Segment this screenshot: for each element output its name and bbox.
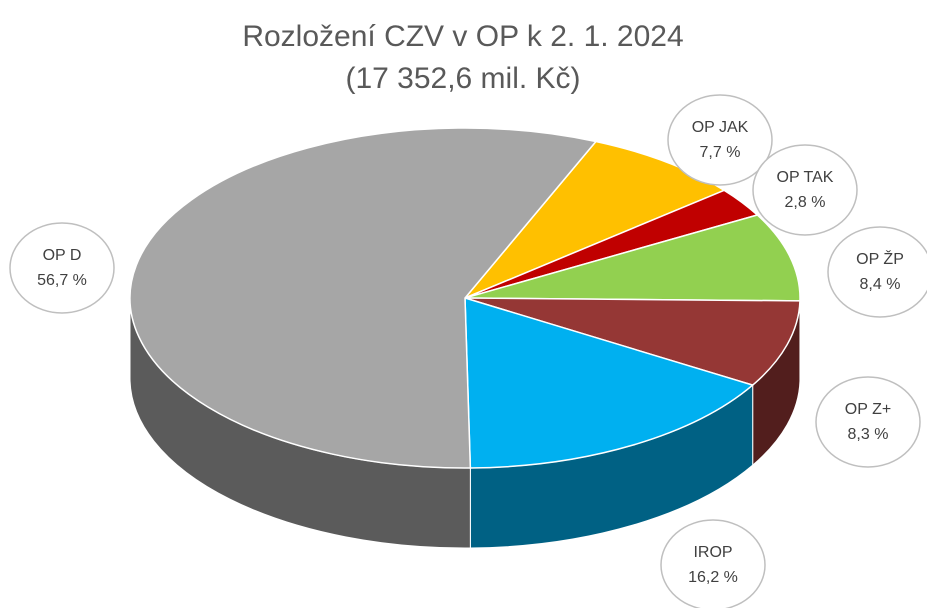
data-label-value: 16,2 % <box>688 569 738 586</box>
data-label-value: 8,4 % <box>860 276 901 293</box>
data-label-name: OP JAK <box>692 119 749 136</box>
pie-slice <box>464 296 755 469</box>
data-label-name: OP ŽP <box>856 249 904 268</box>
pie-slice <box>464 140 726 299</box>
chart-subtitle: (17 352,6 mil. Kč) <box>345 62 580 95</box>
data-label-bubble <box>660 519 766 608</box>
data-label-name: OP D <box>43 247 82 264</box>
data-label-value: 7,7 % <box>700 144 741 161</box>
chart-title: Rozložení CZV v OP k 2. 1. 2024 <box>242 20 683 53</box>
pie-slice <box>464 297 801 386</box>
data-label-bubble <box>752 144 858 236</box>
data-label-name: OP TAK <box>777 169 834 186</box>
data-label-bubble <box>667 94 773 186</box>
data-label-value: 2,8 % <box>785 194 826 211</box>
data-label-value: 56,7 % <box>37 272 87 289</box>
pie-slice <box>464 214 801 302</box>
data-label-name: OP Z+ <box>845 401 891 418</box>
data-label-bubble <box>827 226 927 318</box>
data-label-value: 8,3 % <box>848 426 889 443</box>
pie-slice <box>129 127 598 469</box>
data-label-bubble <box>9 222 115 314</box>
data-label-bubble <box>815 376 921 468</box>
data-label-name: IROP <box>693 544 732 561</box>
